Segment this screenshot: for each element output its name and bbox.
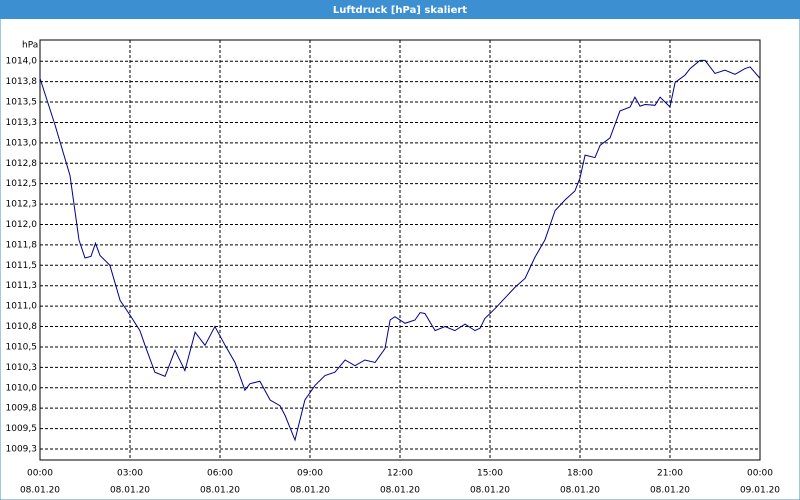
x-tick-date: 08.01.20 [20, 486, 60, 496]
y-tick-label: 1011,3 [6, 281, 38, 291]
y-tick-label: 1009,3 [6, 444, 38, 454]
data-line [39, 59, 761, 442]
x-tick-date: 09.01.20 [740, 486, 780, 496]
x-tick-date: 08.01.20 [650, 486, 690, 496]
x-tick-date: 08.01.20 [110, 486, 150, 496]
x-tick-label: 12:00 [387, 469, 413, 479]
y-tick-label: 1010,8 [6, 322, 38, 332]
x-tick-date: 08.01.20 [380, 486, 420, 496]
plot-frame [39, 39, 761, 461]
y-tick-label: 1010,0 [6, 383, 38, 393]
y-tick-label: 1013,5 [6, 98, 38, 108]
x-tick-label: 00:00 [27, 469, 53, 479]
y-tick-label: 1011,0 [6, 302, 38, 312]
x-tick-label: 06:00 [207, 469, 233, 479]
y-tick-label: 1013,8 [6, 77, 38, 87]
x-tick-label: 15:00 [477, 469, 503, 479]
y-tick-label: 1009,8 [6, 404, 38, 414]
x-tick-label: 21:00 [657, 469, 683, 479]
y-tick-label: 1012,8 [6, 159, 38, 169]
x-tick-date: 08.01.20 [470, 486, 510, 496]
y-tick-label: 1012,5 [6, 179, 38, 189]
y-tick-label: 1014,0 [6, 57, 38, 67]
x-tick-date: 08.01.20 [290, 486, 330, 496]
y-tick-label: 1011,8 [6, 240, 38, 250]
x-tick-label: 00:00 [747, 469, 773, 479]
y-tick-label: 1010,3 [6, 363, 38, 373]
y-tick-label: 1012,0 [6, 220, 38, 230]
y-tick-label: 1009,5 [6, 424, 38, 434]
y-tick-label: 1011,5 [6, 261, 38, 271]
y-tick-label: 1010,5 [6, 342, 38, 352]
x-tick-label: 03:00 [117, 469, 143, 479]
y-tick-label: 1013,3 [6, 118, 38, 128]
x-tick-label: 18:00 [567, 469, 593, 479]
title-bar [0, 0, 800, 19]
x-tick-date: 08.01.20 [560, 486, 600, 496]
chart-title: Luftdruck [hPa] skaliert [333, 5, 467, 16]
y-tick-label: 1013,0 [6, 138, 38, 148]
y-tick-label: 1012,3 [6, 200, 38, 210]
y-unit-label: hPa [22, 41, 38, 51]
x-tick-date: 08.01.20 [200, 486, 240, 496]
x-tick-label: 09:00 [297, 469, 323, 479]
